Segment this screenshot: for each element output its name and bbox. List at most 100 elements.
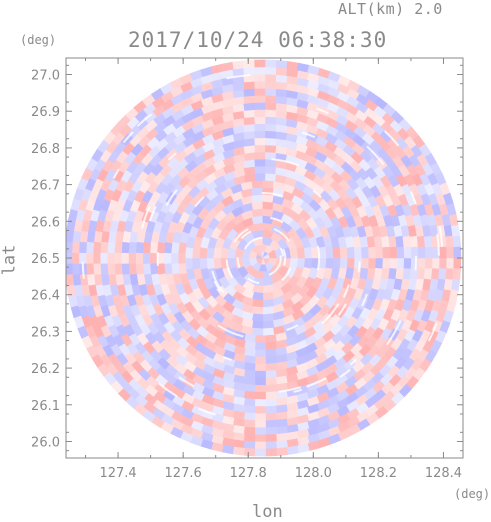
radar-cell <box>266 117 277 125</box>
radar-cell <box>447 258 454 269</box>
radar-cell <box>263 307 274 315</box>
radar-cell <box>266 392 277 400</box>
radar-cell <box>266 413 277 421</box>
radar-cell <box>143 242 151 253</box>
radar-cell <box>65 231 73 243</box>
radar-cell <box>157 242 165 253</box>
radar-cell <box>86 253 93 264</box>
radar-cell <box>252 321 263 329</box>
radar-cell <box>266 442 277 450</box>
radar-cell <box>244 420 255 428</box>
radar-cell <box>266 449 277 457</box>
radar-cell <box>244 117 255 125</box>
radar-cell <box>255 159 266 166</box>
radar-cell <box>266 406 277 414</box>
radar-cell <box>276 433 288 441</box>
radar-cell <box>265 349 276 357</box>
radar-cell <box>72 253 79 264</box>
radar-cell <box>404 247 412 258</box>
radar-cell <box>121 263 129 274</box>
radar-cell <box>347 247 355 258</box>
radar-cell <box>276 75 288 83</box>
radar-cell <box>255 357 266 364</box>
radar-cell <box>361 258 369 269</box>
radar-cell <box>266 102 277 110</box>
radar-cell <box>255 406 266 413</box>
radar-cell <box>439 269 447 280</box>
radar-cell <box>266 67 277 75</box>
radar-cell <box>266 124 277 132</box>
radar-cell <box>266 81 277 89</box>
y-tick-label-0: 26.0 <box>31 435 60 450</box>
radar-cell <box>255 102 266 109</box>
radar-cell <box>263 194 274 202</box>
radar-cell <box>244 398 255 406</box>
x-tick-label-4: 128.2 <box>360 466 397 481</box>
radar-cell <box>265 342 276 350</box>
radar-cell <box>263 314 274 322</box>
radar-cell <box>93 263 101 274</box>
radar-cell <box>206 247 214 258</box>
radar-cell <box>383 258 391 269</box>
radar-cell <box>255 117 266 124</box>
radar-cell <box>424 269 432 280</box>
radar-cell <box>252 209 263 217</box>
radar-cell <box>340 258 348 269</box>
radar-cell <box>376 247 384 258</box>
radar-cell <box>432 258 439 269</box>
radar-cell <box>129 263 137 274</box>
y-tick-label-1: 26.1 <box>31 399 60 414</box>
radar-cell <box>252 201 263 209</box>
x-tick-label-5: 128.4 <box>425 466 462 481</box>
radar-cell <box>354 258 362 269</box>
radar-cell <box>185 247 193 258</box>
radar-cell <box>326 258 334 269</box>
radar-cell <box>287 61 299 70</box>
radar-cell <box>150 242 158 253</box>
radar-cell <box>451 279 460 291</box>
radar-cell <box>361 247 369 258</box>
x-tick-label-1: 127.6 <box>165 466 202 481</box>
y-tick-label-7: 26.7 <box>31 179 60 194</box>
radar-cell <box>255 67 266 74</box>
radar-cell <box>244 370 255 378</box>
radar-cell <box>100 242 108 253</box>
radar-cell <box>266 131 277 139</box>
radar-cell <box>326 247 334 258</box>
radar-cell <box>266 138 277 146</box>
radar-cell <box>255 392 266 399</box>
radar-cell <box>244 110 255 118</box>
radar-cell <box>390 258 398 269</box>
radar-cell <box>244 88 255 96</box>
radar-cell <box>255 131 266 138</box>
radar-cell <box>143 263 151 274</box>
radar-cell <box>150 263 158 274</box>
radar-cell <box>266 399 277 407</box>
y-tick-label-8: 26.8 <box>31 142 60 157</box>
radar-cell <box>252 328 263 336</box>
radar-cell <box>129 242 137 253</box>
radar-streak <box>416 256 417 270</box>
radar-cell <box>255 60 266 67</box>
radar-cell <box>244 391 255 399</box>
radar-cell <box>376 258 384 269</box>
radar-cell <box>72 263 80 274</box>
y-tick-label-2: 26.2 <box>31 362 60 377</box>
radar-cell <box>244 413 255 421</box>
radar-cell <box>255 421 266 428</box>
radar-cell <box>199 258 207 269</box>
radar-cell <box>304 247 312 258</box>
radar-cell <box>424 236 432 247</box>
radar-cell <box>107 242 115 253</box>
radar-cell <box>129 253 136 264</box>
x-tick-label-3: 128.0 <box>295 466 332 481</box>
radar-cell <box>266 371 277 379</box>
x-tick-label-0: 127.4 <box>99 466 136 481</box>
radar-cell <box>252 180 263 188</box>
radar-cell <box>418 247 426 258</box>
radar-cell <box>440 247 447 258</box>
radar-cell <box>192 258 200 269</box>
radar-cell <box>265 356 276 364</box>
radar-cell <box>255 385 266 392</box>
